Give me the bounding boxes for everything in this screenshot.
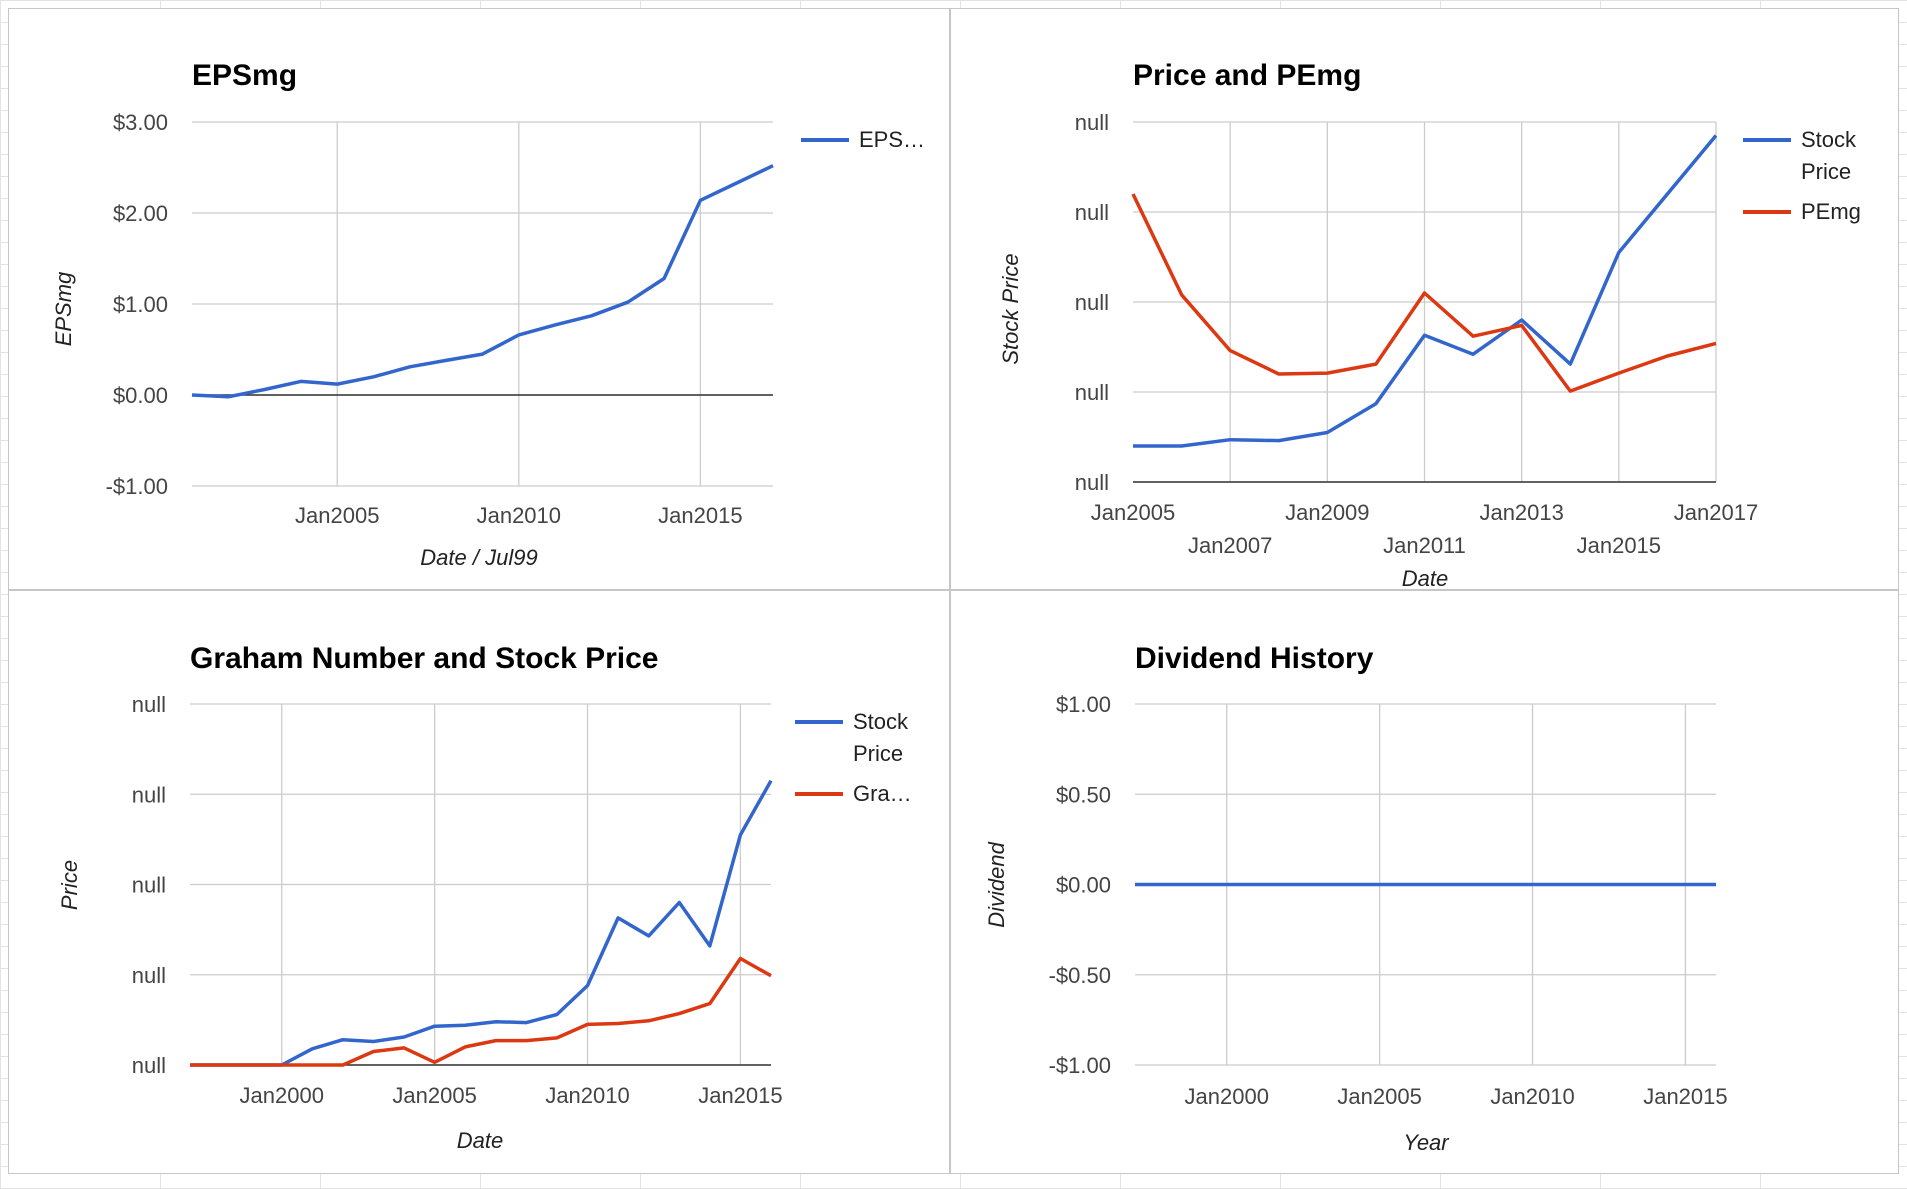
chart-title: EPSmg [192, 59, 297, 92]
y-tick-label: $0.00 [113, 383, 168, 408]
y-tick-label: -$0.50 [1049, 963, 1111, 988]
y-tick-label: null [132, 782, 166, 807]
y-tick-label: null [132, 873, 166, 898]
chart-graham-svg: Graham Number and Stock Price null null nu… [57, 642, 912, 1153]
x-tick-label: Jan2017 [1674, 500, 1758, 525]
chart-panel-epsmg: EPSmg $3.00 $2.00 $1.00 $0.00 -$1.00 Jan2005… [8, 8, 950, 590]
x-tick-label: Jan2005 [1091, 500, 1175, 525]
x-tick-label: Jan2015 [1643, 1084, 1727, 1109]
x-tick-label: Jan2011 [1383, 533, 1466, 558]
chart-panel-graham: Graham Number and Stock Price null null nu… [8, 590, 950, 1174]
series-line [190, 779, 773, 1067]
chart-title: Price and PEmg [1133, 59, 1361, 92]
x-tick-label: Jan2015 [698, 1083, 782, 1108]
x-tick-label: Jan2007 [1188, 533, 1272, 558]
y-axis-title: EPSmg [51, 271, 76, 346]
chart-panel-price-pemg: Price and PEmg null null null null null Jan2… [950, 8, 1899, 591]
y-tick-label: $3.00 [113, 110, 168, 135]
x-tick-label: Jan2010 [545, 1083, 629, 1108]
chart-dividend-svg: Dividend History $1.00 $0.50 $0.00 -$0.50 -$… [984, 642, 1728, 1155]
legend-label: EPS… [859, 127, 925, 152]
legend-label: Stock Price [1801, 127, 1857, 184]
y-tick-label: $2.00 [113, 201, 168, 226]
y-tick-label: null [132, 1053, 166, 1078]
series-line [191, 164, 774, 399]
x-axis-title: Date [457, 1128, 503, 1153]
x-tick-label: Jan2013 [1479, 500, 1563, 525]
y-axis-title: Dividend [984, 841, 1009, 927]
x-axis-title: Date [1402, 566, 1448, 591]
y-tick-label: null [132, 963, 166, 988]
chart-title: Dividend History [1135, 642, 1374, 675]
x-axis-title: Date / Jul99 [420, 545, 537, 570]
y-tick-label: null [132, 692, 166, 717]
y-tick-label: null [1075, 380, 1109, 405]
x-tick-label: Jan2005 [295, 503, 379, 528]
x-tick-label: Jan2009 [1285, 500, 1369, 525]
chart-epsmg-svg: EPSmg $3.00 $2.00 $1.00 $0.00 -$1.00 Jan2005… [51, 59, 925, 570]
y-tick-label: null [1075, 470, 1109, 495]
series-line [1133, 134, 1718, 448]
legend-label: Stock Price [853, 709, 909, 766]
y-tick-label: -$1.00 [1049, 1053, 1111, 1078]
series-line [1131, 193, 1717, 393]
legend-label: PEmg [1801, 199, 1861, 224]
y-tick-label: $1.00 [113, 292, 168, 317]
y-tick-label: $0.50 [1056, 782, 1111, 807]
x-tick-label: Jan2010 [1490, 1084, 1574, 1109]
chart-price-pemg-svg: Price and PEmg null null null null null Jan2… [998, 59, 1861, 591]
y-tick-label: null [1075, 110, 1109, 135]
legend-label: Gra… [853, 781, 912, 806]
y-tick-label: $0.00 [1056, 873, 1111, 898]
x-tick-label: Jan2015 [1577, 533, 1661, 558]
y-tick-label: null [1075, 290, 1109, 315]
x-axis-title: Year [1403, 1130, 1450, 1155]
x-tick-label: Jan2005 [392, 1083, 476, 1108]
y-tick-label: -$1.00 [106, 474, 168, 499]
y-axis-title: Stock Price [998, 253, 1023, 364]
series-line [190, 956, 772, 1067]
y-axis-title: Price [57, 860, 82, 910]
y-tick-label: null [1075, 200, 1109, 225]
x-tick-label: Jan2010 [477, 503, 561, 528]
chart-panel-dividend: Dividend History $1.00 $0.50 $0.00 -$0.50 -$… [950, 590, 1899, 1174]
y-tick-label: $1.00 [1056, 692, 1111, 717]
x-tick-label: Jan2000 [240, 1083, 324, 1108]
chart-title: Graham Number and Stock Price [190, 642, 659, 675]
x-tick-label: Jan2005 [1337, 1084, 1421, 1109]
x-tick-label: Jan2000 [1185, 1084, 1269, 1109]
x-tick-label: Jan2015 [658, 503, 742, 528]
